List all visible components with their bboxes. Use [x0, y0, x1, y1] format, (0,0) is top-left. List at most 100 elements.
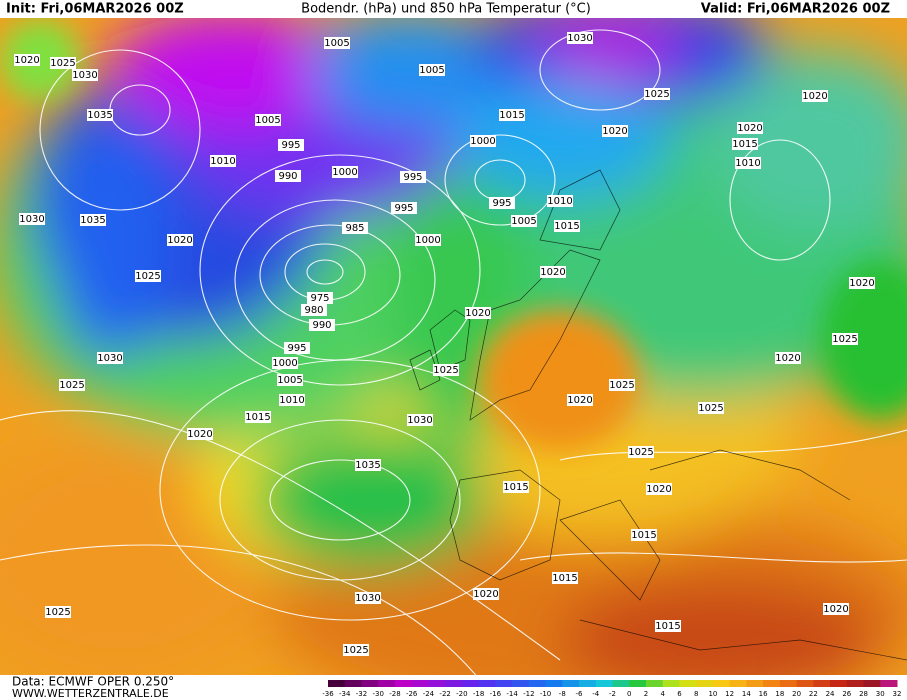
colorbar-segment	[645, 680, 664, 687]
colorbar-segment	[612, 680, 630, 687]
isobar-label-bg	[187, 428, 213, 440]
colorbar-segment	[411, 680, 429, 687]
isobar-label-bg	[45, 606, 71, 618]
isobar-label: 1015	[631, 530, 656, 541]
isobar-label: 1025	[628, 447, 653, 458]
isobar-label: 1025	[135, 271, 160, 282]
colorbar-segment	[813, 680, 831, 687]
colorbar-tick-label: 8	[694, 690, 698, 698]
colorbar-segment	[394, 680, 413, 687]
isobar-label-bg	[80, 214, 106, 226]
colorbar-tick-label: -28	[389, 690, 400, 698]
colorbar-segment	[779, 680, 798, 687]
isobar-label-bg	[278, 139, 304, 151]
isobar-label: 1020	[473, 589, 498, 600]
colorbar-segment	[579, 680, 597, 687]
isobar-label-bg	[342, 222, 368, 234]
isobar-label: 1020	[737, 123, 762, 134]
colorbar-tick-label: -36	[322, 690, 334, 698]
isobar-label: 1020	[167, 235, 192, 246]
isobar-label-bg	[275, 170, 301, 182]
isobar-label: 1035	[355, 460, 380, 471]
isobar-label-bg	[419, 64, 445, 76]
isobar-label: 1020	[823, 604, 848, 615]
isobar-label-bg	[301, 304, 327, 316]
isobar-label: 1020	[775, 353, 800, 364]
colorbar-tick-label: 26	[842, 690, 851, 698]
colorbar-segment	[344, 680, 362, 687]
isobar-label: 1035	[80, 215, 105, 226]
isobar-label: 990	[312, 320, 331, 331]
isobar-label: 1020	[540, 267, 565, 278]
isobar-label: 1000	[470, 136, 495, 147]
colorbar-tick-label: -16	[490, 690, 502, 698]
isobar-label-bg	[245, 411, 271, 423]
isobar-label: 1005	[255, 115, 280, 126]
isobar-label-bg	[279, 394, 305, 406]
isobar-label-bg	[355, 592, 381, 604]
colorbar-segment	[863, 680, 881, 687]
isobar-label: 1025	[644, 89, 669, 100]
isobar-label-bg	[737, 122, 763, 134]
isobar-label: 1015	[554, 221, 579, 232]
colorbar-tick-label: -6	[576, 690, 584, 698]
isobar-label-bg	[554, 220, 580, 232]
site: WWW.WETTERZENTRALE.DE	[12, 687, 169, 700]
isobar-label: 1030	[19, 214, 44, 225]
colorbar-segment	[846, 680, 865, 687]
init-time: Init: Fri,06MAR2026 00Z	[6, 2, 184, 17]
isobar-label-bg	[332, 166, 358, 178]
isobar-label-bg	[433, 364, 459, 376]
colorbar-tick-label: -10	[540, 690, 551, 698]
isobar-label-bg	[272, 357, 298, 369]
colorbar-tick-label: -8	[559, 690, 566, 698]
isobar-label: 1025	[609, 380, 634, 391]
isobar-label-bg	[470, 135, 496, 147]
isobar-label: 1020	[567, 395, 592, 406]
isobar-label-bg	[59, 379, 85, 391]
isobar-label: 995	[287, 343, 306, 354]
colorbar-tick-label: 28	[859, 690, 868, 698]
isobar-label-bg	[400, 171, 426, 183]
isobar-label: 1030	[355, 593, 380, 604]
isobar-label-bg	[567, 32, 593, 44]
colorbar-tick-label: -20	[456, 690, 467, 698]
colorbar-tick-label: 32	[893, 690, 902, 698]
colorbar-tick-label: 14	[742, 690, 751, 698]
colorbar-segment	[729, 680, 747, 687]
isobar-label: 1010	[547, 196, 572, 207]
isobar-label-bg	[97, 352, 123, 364]
colorbar-tick-label: -22	[439, 690, 450, 698]
isobar-label-bg	[391, 202, 417, 214]
isobar-label: 1025	[343, 645, 368, 656]
isobar-label-bg	[72, 69, 98, 81]
colorbar-tick-label: -34	[339, 690, 351, 698]
isobar-label-bg	[849, 277, 875, 289]
colorbar-segment	[328, 680, 346, 687]
isobar-label-bg	[547, 195, 573, 207]
isobar-label: 1020	[14, 55, 39, 66]
colorbar-tick-label: -26	[406, 690, 418, 698]
isobar-label-bg	[135, 270, 161, 282]
colorbar-tick-label: 10	[708, 690, 717, 698]
isobar-label-bg	[802, 90, 828, 102]
colorbar-segment	[662, 680, 680, 687]
isobar-label-bg	[540, 266, 566, 278]
isobar-label-bg	[465, 307, 491, 319]
isobar-label-bg	[602, 125, 628, 137]
isobars	[0, 29, 907, 675]
isobar-label-bg	[609, 379, 635, 391]
isobar-label: 1015	[503, 482, 528, 493]
colorbar-segment	[696, 680, 714, 687]
isobar-label: 990	[278, 171, 297, 182]
colorbar-segment	[746, 680, 764, 687]
isobar-label: 995	[403, 172, 422, 183]
colorbar: -36 -34 -32 -30 -28 -26 -24 -22 -20 -18 -16 -14 -12-…	[322, 680, 901, 698]
colorbar-tick-label: 30	[876, 690, 885, 698]
colorbar-segment	[495, 680, 513, 687]
isobar-label-bg	[473, 588, 499, 600]
colorbar-segment	[378, 680, 396, 687]
colorbar-tick-label: 4	[660, 690, 665, 698]
isobar-label: 1015	[499, 110, 524, 121]
isobar-label-bg	[489, 197, 515, 209]
